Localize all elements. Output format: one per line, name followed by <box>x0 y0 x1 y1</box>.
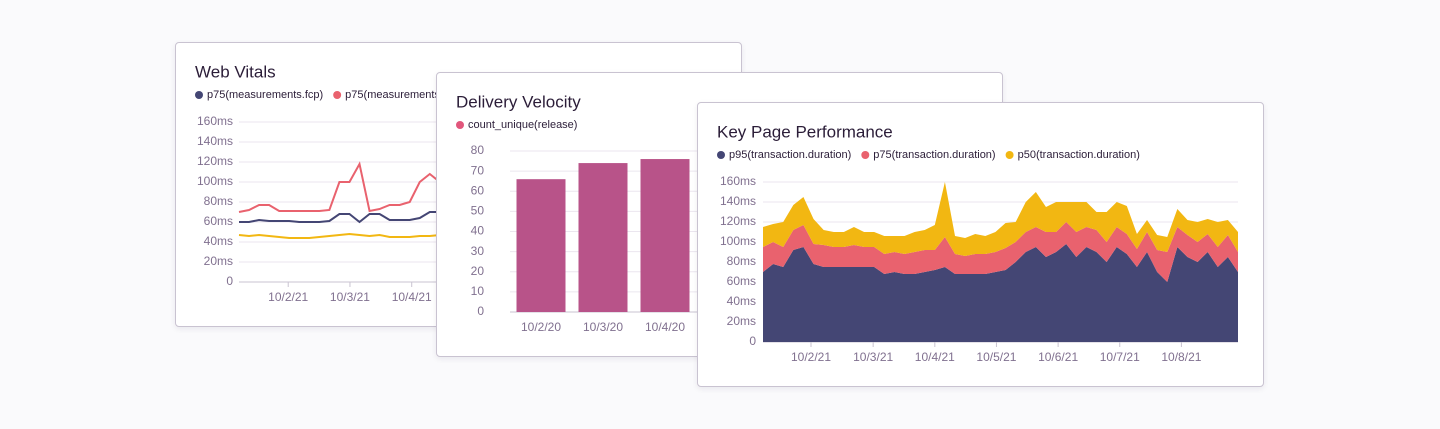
y-tick-label: 140ms <box>720 194 756 208</box>
y-tick-label: 80ms <box>727 254 756 268</box>
x-tick-label: 10/5/21 <box>976 350 1016 364</box>
bar <box>640 159 690 312</box>
y-tick-label: 20ms <box>727 314 756 328</box>
legend-dot <box>333 91 342 99</box>
x-tick-label: 10/3/20 <box>583 320 623 334</box>
legend-label: count_unique(release) <box>468 119 577 131</box>
y-tick-label: 10 <box>471 284 485 298</box>
y-tick-label: 120ms <box>197 154 233 168</box>
y-tick-label: 0 <box>477 304 484 318</box>
x-tick-label: 10/3/21 <box>853 350 893 364</box>
y-tick-label: 160ms <box>197 114 233 128</box>
y-tick-label: 120ms <box>720 214 756 228</box>
y-tick-label: 40 <box>471 224 485 238</box>
x-tick-label: 10/4/20 <box>645 320 685 334</box>
widget-title: Delivery Velocity <box>456 92 581 111</box>
x-tick-label: 10/4/21 <box>392 290 432 304</box>
legend-label: p75(measurements.fcp) <box>207 89 323 101</box>
legend-dot <box>1005 151 1014 159</box>
widget-card: Key Page Performance p95(transaction.dura… <box>697 102 1264 387</box>
x-tick-label: 10/3/21 <box>330 290 370 304</box>
y-tick-label: 80ms <box>204 194 233 208</box>
x-tick-label: 10/2/21 <box>791 350 831 364</box>
x-tick-label: 10/8/21 <box>1161 350 1201 364</box>
y-tick-label: 40ms <box>204 234 233 248</box>
legend-dot <box>195 91 203 99</box>
y-tick-label: 70 <box>471 163 485 177</box>
bar <box>516 179 566 312</box>
x-tick-label: 10/2/21 <box>268 290 308 304</box>
bar <box>578 163 628 312</box>
y-tick-label: 0 <box>749 334 756 348</box>
y-tick-label: 80 <box>471 143 485 157</box>
area-series <box>763 244 1238 342</box>
x-tick-label: 10/7/21 <box>1100 350 1140 364</box>
y-tick-label: 100ms <box>720 234 756 248</box>
widget-title: Web Vitals <box>195 62 276 81</box>
legend-label: p95(transaction.duration) <box>729 149 851 161</box>
x-tick-label: 10/2/20 <box>521 320 561 334</box>
y-tick-label: 140ms <box>197 134 233 148</box>
y-tick-label: 30 <box>471 244 485 258</box>
legend-dot <box>717 151 725 159</box>
y-tick-label: 60ms <box>727 274 756 288</box>
y-tick-label: 50 <box>471 204 485 218</box>
legend-label: p75(measurements.lcp) <box>345 89 461 101</box>
legend-label: p50(transaction.duration) <box>1018 149 1140 161</box>
y-tick-label: 160ms <box>720 174 756 188</box>
x-tick-label: 10/4/21 <box>915 350 955 364</box>
area-series <box>763 222 1238 282</box>
widget-title: Key Page Performance <box>717 122 893 141</box>
y-tick-label: 60 <box>471 183 485 197</box>
y-tick-label: 60ms <box>204 214 233 228</box>
area-series <box>763 182 1238 256</box>
legend-dot <box>861 151 870 159</box>
chart: Key Page Performance p95(transaction.dura… <box>717 122 1238 364</box>
y-tick-label: 20ms <box>204 254 233 268</box>
legend-dot <box>456 121 464 129</box>
y-tick-label: 40ms <box>727 294 756 308</box>
legend-label: p75(transaction.duration) <box>873 149 995 161</box>
y-tick-label: 20 <box>471 264 485 278</box>
y-tick-label: 0 <box>226 274 233 288</box>
y-tick-label: 100ms <box>197 174 233 188</box>
x-tick-label: 10/6/21 <box>1038 350 1078 364</box>
